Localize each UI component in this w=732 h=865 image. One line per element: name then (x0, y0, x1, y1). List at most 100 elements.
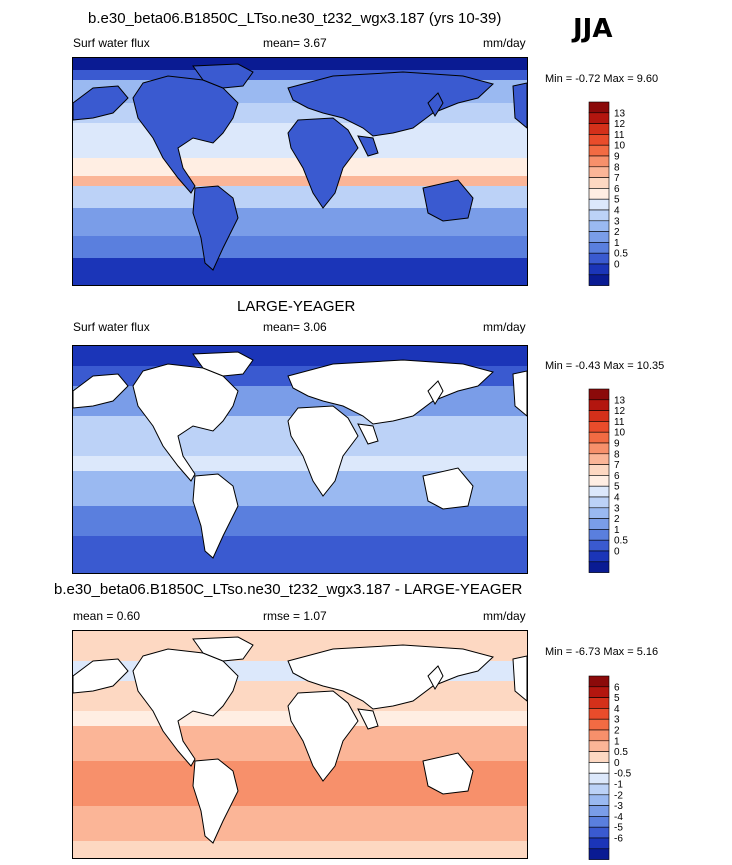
panel-3-mean: mean = 0.60 (73, 609, 141, 623)
field-band (73, 536, 527, 573)
colorbar-swatch (588, 252, 610, 265)
colorbar-swatch (588, 155, 610, 168)
panel-1-min-label: Min = (545, 73, 576, 85)
field-band (73, 158, 527, 176)
panel-1-minmax: Min = -0.72 Max = 9.60 (545, 73, 658, 85)
colorbar-swatch (588, 762, 610, 774)
colorbar-tick-label: 8 (614, 162, 620, 173)
colorbar-tick-label: 6 (614, 184, 620, 195)
panel-2-title: LARGE-YEAGER (237, 298, 356, 315)
colorbar-swatch (588, 697, 610, 709)
colorbar-swatch (588, 421, 610, 433)
colorbar-tick-label: 0 (614, 758, 620, 769)
colorbar-tick-label: 8 (614, 449, 620, 460)
colorbar-swatch (588, 783, 610, 796)
panel-1-title: b.e30_beta06.B1850C_LTso.ne30_t232_wgx3.… (88, 10, 502, 27)
colorbar-tick-label: -4 (614, 812, 623, 823)
continent-outline (427, 665, 444, 691)
colorbar-swatch (588, 686, 610, 698)
panel-2-max-value: 10.35 (636, 360, 665, 372)
colorbar-tick-label: -2 (614, 790, 623, 801)
colorbar-tick-label: 10 (614, 141, 626, 152)
colorbar-tick-label: 0.5 (614, 536, 628, 547)
field-band (73, 806, 527, 841)
colorbar-tick-label: 0 (614, 547, 620, 558)
colorbar-tick-label: 0.5 (614, 747, 628, 758)
field-band (73, 58, 527, 70)
colorbar-tick-label: 2 (614, 227, 620, 238)
panel-1-colorbar: 13 12 11 10 9 8 7 6 5 4 3 2 1 0.5 0 (588, 101, 648, 286)
panel-2-variable: Surf water flux (73, 320, 150, 334)
colorbar-swatch (588, 442, 610, 455)
continent-outline (427, 92, 444, 118)
colorbar-swatch (588, 751, 610, 763)
colorbar-swatch (588, 144, 610, 157)
colorbar-tick-label: 13 (614, 395, 626, 406)
continent-outline (73, 85, 129, 121)
panel-2-map (72, 345, 528, 574)
colorbar-tick-label: 2 (614, 514, 620, 525)
colorbar-tick-label: 7 (614, 460, 620, 471)
panel-1-max-label: Max = (603, 73, 637, 85)
colorbar-swatch (588, 708, 610, 720)
colorbar-swatch (588, 675, 610, 688)
colorbar-tick-label: 9 (614, 439, 620, 450)
colorbar-swatch (588, 464, 610, 476)
colorbar-swatch (588, 805, 610, 817)
panel-2-minmax: Min = -0.43 Max = 10.35 (545, 360, 664, 372)
colorbar-tick-label: 0.5 (614, 249, 628, 260)
panel-2-colorbar: 13 12 11 10 9 8 7 6 5 4 3 2 1 0.5 0 (588, 388, 648, 573)
season-label: JJA (573, 14, 613, 44)
continent-outline (192, 185, 239, 271)
continent-outline (357, 708, 379, 730)
colorbar-swatch (588, 177, 610, 189)
panel-2-min-value: -0.43 (575, 360, 601, 372)
colorbar-swatch (588, 485, 610, 498)
continent-outline (287, 690, 359, 782)
panel-2-map-svg (73, 346, 527, 573)
colorbar-swatch (588, 399, 610, 411)
panel-2-mean: mean= 3.06 (263, 320, 327, 334)
colorbar-tick-label: 11 (614, 130, 625, 141)
continent-outline (287, 644, 495, 710)
colorbar-tick-label: 12 (614, 119, 626, 130)
field-band (73, 258, 527, 285)
colorbar-swatch (588, 263, 610, 276)
panel-1-variable: Surf water flux (73, 36, 150, 50)
colorbar-swatch (588, 112, 610, 124)
colorbar-tick-label: 13 (614, 108, 626, 119)
colorbar-swatch (588, 826, 610, 839)
continent-outline (287, 71, 495, 137)
panel-3-min-label: Min = (545, 646, 576, 658)
colorbar-swatch (588, 198, 610, 211)
field-band (73, 346, 527, 366)
panel-2-units: mm/day (483, 320, 526, 334)
colorbar-swatch (588, 729, 610, 742)
colorbar-tick-label: -3 (614, 801, 623, 812)
colorbar-swatch (588, 431, 610, 444)
panel-3-minmax: Min = -6.73 Max = 5.16 (545, 646, 658, 658)
colorbar-swatch (588, 837, 610, 850)
colorbar-swatch (588, 848, 610, 860)
colorbar-tick-label: 11 (614, 417, 625, 428)
colorbar-swatch (588, 561, 610, 573)
continent-outline (512, 655, 527, 702)
continent-outline (192, 351, 254, 377)
colorbar-tick-label: 3 (614, 503, 620, 514)
colorbar-tick-label: 4 (614, 206, 620, 217)
colorbar-tick-label: 9 (614, 152, 620, 163)
continent-outline (73, 658, 129, 694)
colorbar-swatch (588, 507, 610, 519)
panel-1-max-value: 9.60 (636, 73, 659, 85)
continent-outline (512, 82, 527, 129)
colorbar-tick-label: 3 (614, 216, 620, 227)
continent-outline (512, 370, 527, 417)
colorbar-swatch (588, 496, 610, 509)
continent-outline (422, 179, 474, 222)
colorbar-tick-label: -1 (614, 780, 623, 791)
continent-outline (422, 467, 474, 510)
panel-2-max-label: Max = (603, 360, 637, 372)
colorbar-swatch (588, 231, 610, 243)
colorbar-swatch (588, 453, 610, 465)
colorbar-tick-label: 0 (614, 260, 620, 271)
